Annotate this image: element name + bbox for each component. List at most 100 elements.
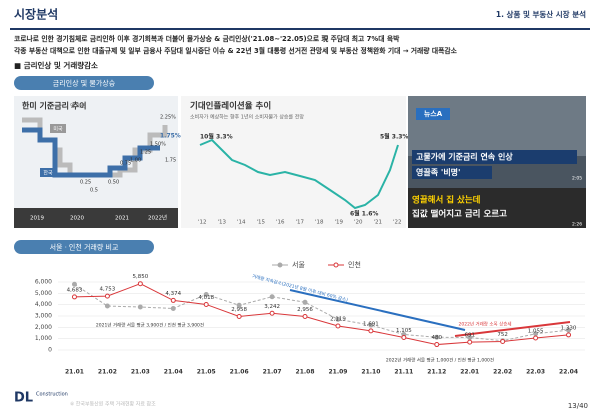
legend-label: 서울	[292, 260, 305, 269]
news-image: 뉴스A 고물가에 기준금리 연속 인상 영끌족 '비명' 2:05 영끌해서 집…	[408, 96, 586, 228]
label: 2020	[70, 216, 84, 222]
annotation: 2022년 거래량 소폭 상승세	[458, 321, 511, 328]
x-tick-label: 21.04	[164, 369, 183, 376]
time: 2:26	[572, 222, 582, 228]
label: 2.25%	[160, 115, 176, 121]
data-label: 5,850	[132, 274, 148, 280]
data-point	[368, 322, 374, 328]
series-line	[74, 283, 569, 342]
series-line	[74, 283, 569, 346]
data-point	[137, 281, 143, 287]
x-tick-label: 21.05	[197, 369, 216, 376]
data-point	[269, 310, 275, 316]
data-label: 2,958	[231, 307, 247, 313]
trend-arrow	[454, 321, 571, 337]
data-point	[104, 293, 110, 299]
data-point	[137, 304, 143, 310]
data-point	[401, 334, 407, 340]
label: 5월 3.3%	[380, 133, 408, 141]
data-point	[203, 291, 209, 297]
data-label: 1,055	[528, 329, 544, 335]
x-tick-label: 22.04	[559, 369, 578, 376]
data-point	[236, 313, 242, 319]
data-point	[269, 294, 275, 300]
data-label: 1,330	[561, 325, 577, 331]
data-label: 2,956	[297, 307, 313, 313]
data-point	[335, 316, 341, 322]
label: 2022년	[148, 214, 167, 222]
label: 2021	[115, 216, 129, 222]
data-point	[467, 339, 473, 345]
data-label: 691	[464, 333, 475, 339]
data-point	[203, 301, 209, 307]
label: 6월 1.6%	[350, 210, 378, 218]
label: 한국	[43, 171, 53, 177]
tab	[14, 240, 154, 254]
x-tick-label: 21.10	[361, 369, 380, 376]
footer-logo-sub: Construction	[36, 392, 68, 398]
label: 1.50%	[150, 142, 166, 148]
x-tick-label: 21.09	[328, 369, 347, 376]
data-point	[302, 313, 308, 319]
legend-label: 인천	[348, 260, 361, 269]
year-label: '19	[335, 220, 344, 226]
footnote: ※ 한국부동산원 주택 거래현황 자료 참조	[70, 401, 156, 408]
time: 2:05	[572, 176, 582, 182]
tab-label: 금리인상 및 물가상승	[53, 79, 116, 88]
inflation-image: 기대인플레이션율 추이 소비자가 예상하는 향후 1년의 소비자물가 상승률 전…	[181, 96, 408, 228]
data-point	[566, 327, 572, 333]
data-label: 4,018	[198, 295, 214, 301]
annotation: 2021년 거래량 서울 평균 3,900건 / 인천 평균 3,900건	[96, 322, 204, 329]
data-point	[104, 303, 110, 309]
data-point	[236, 302, 242, 308]
trend-arrow	[289, 289, 466, 331]
tab-label: 서울ㆍ인천 거래량 비교	[50, 243, 119, 252]
x-tick-label: 22.02	[493, 369, 512, 376]
legend-marker	[333, 262, 339, 268]
summary-line: 코로나로 인한 경기침체로 금리인하 이후 경기회복과 더불어 물가상승 & 금…	[14, 34, 400, 43]
data-label: 4,753	[100, 287, 116, 293]
y-tick-label: 0	[48, 347, 52, 354]
data-point	[71, 294, 77, 300]
data-point	[368, 328, 374, 334]
label: 0.25	[80, 180, 91, 186]
transaction-chart: 0 1,000 2,000 3,000 4,000 5,000 6,000 21.01 21.0…	[35, 260, 585, 376]
label: 0.50	[108, 180, 119, 186]
data-point	[467, 335, 473, 341]
data-point	[170, 305, 176, 311]
data-point	[500, 338, 506, 344]
year-label: '14	[237, 220, 246, 226]
x-tick-label: 21.02	[98, 369, 117, 376]
x-tick-label: 21.07	[263, 369, 282, 376]
annotation: 거래량 지속감소(2021년 8월 이후 대비 60% 감소)	[251, 273, 349, 304]
label: 0.75	[120, 161, 131, 167]
data-point	[566, 332, 572, 338]
image-unit: 연 기준	[70, 103, 86, 110]
header-bg	[0, 0, 600, 28]
label: 1.75%	[160, 133, 181, 140]
data-label: 1,105	[396, 328, 412, 334]
image-title: 기대인플레이션율 추이	[190, 101, 271, 112]
data-point	[170, 297, 176, 303]
data-label: 4,374	[165, 291, 181, 297]
data-label: 1,691	[363, 321, 379, 327]
x-tick-label: 21.12	[427, 369, 446, 376]
label: 1.00	[130, 158, 141, 164]
y-tick-label: 2,000	[35, 324, 52, 331]
image-subtitle: 소비자가 예상하는 향후 1년의 소비자물가 상승률 전망	[190, 114, 304, 121]
y-tick-label: 5,000	[35, 290, 52, 297]
year-label: '17	[296, 220, 305, 226]
news-logo: 뉴스A	[424, 110, 443, 118]
year-label: '15	[257, 220, 266, 226]
data-point	[434, 334, 440, 340]
y-tick-label: 6,000	[35, 279, 52, 286]
data-point	[71, 281, 77, 287]
year-label: '22	[393, 220, 402, 226]
footer-logo: DL	[14, 391, 33, 406]
headline: 집값 떨어지고 금리 오르고	[412, 209, 507, 220]
year-label: '20	[354, 220, 363, 226]
tab	[14, 76, 154, 90]
image-title: 한미 기준금리 추이	[22, 101, 86, 111]
